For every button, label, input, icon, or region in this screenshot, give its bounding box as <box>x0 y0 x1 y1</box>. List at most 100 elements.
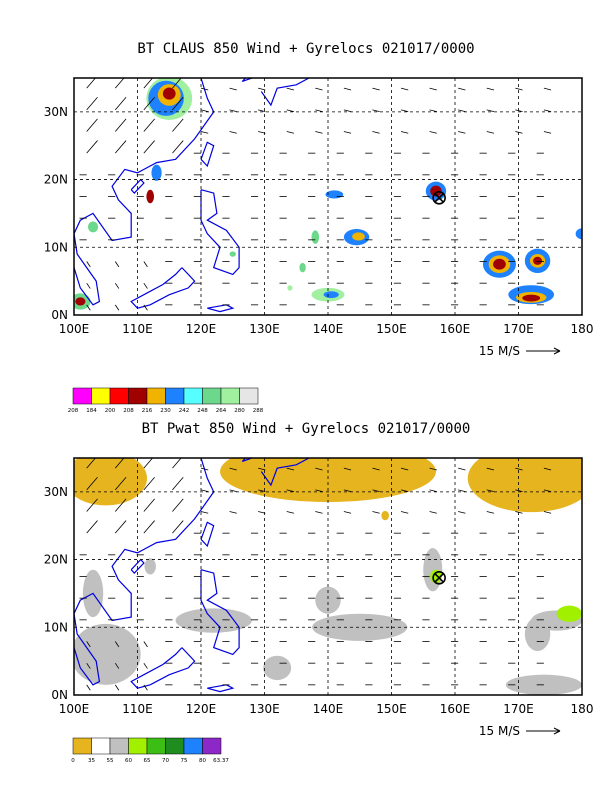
wind-vector <box>114 520 127 534</box>
wind-vector <box>143 641 148 648</box>
wind-vector <box>86 684 91 691</box>
wind-vector <box>543 467 552 471</box>
wind-vector <box>458 109 466 113</box>
wind-vector <box>315 87 323 91</box>
wind-vector <box>86 520 98 534</box>
wind-vector <box>86 641 91 648</box>
wind-vector <box>200 467 209 471</box>
wind-vector <box>114 304 120 311</box>
gyre-marker-cross <box>434 573 444 583</box>
shaded-area <box>315 586 341 614</box>
wind-vector <box>143 140 155 154</box>
colorbar-swatch <box>109 387 129 405</box>
shaded-area <box>229 251 236 257</box>
wind-vector <box>286 489 295 493</box>
shaded-area <box>575 228 582 240</box>
wind-vector <box>458 489 466 493</box>
wind-vector <box>486 131 495 134</box>
y-tick-label: 30N <box>44 485 68 499</box>
colorbar-label: 288 <box>253 408 264 414</box>
shaded-area <box>312 613 408 641</box>
wind-vector <box>114 684 120 691</box>
x-tick-label: 130E <box>249 322 280 336</box>
wind-vector <box>172 78 182 89</box>
wind-vector <box>372 511 380 514</box>
shaded-area <box>556 605 582 622</box>
gyre-marker-cross <box>434 193 444 203</box>
shaded-area <box>144 558 156 575</box>
wind-vector <box>143 498 155 512</box>
wind-vector <box>343 467 352 471</box>
wind-vector <box>86 118 98 132</box>
wind-vector <box>172 140 184 154</box>
wind-vector <box>515 489 523 493</box>
wind-vector <box>458 87 466 91</box>
colorbar-swatch <box>183 387 203 405</box>
wind-vector <box>86 662 91 669</box>
wind-vector <box>143 684 148 691</box>
wind-vector <box>229 467 237 471</box>
x-tick-label: 150E <box>376 702 407 716</box>
colorbar-label: 184 <box>86 408 97 414</box>
reference-vector-arrowhead <box>553 347 561 355</box>
wind-vector <box>258 467 266 471</box>
coastline <box>260 458 310 487</box>
wind-vector <box>143 304 148 311</box>
wind-vector <box>86 140 98 154</box>
wind-vector <box>315 511 323 514</box>
wind-vector <box>229 489 237 493</box>
x-tick-label: 160E <box>440 702 471 716</box>
wind-vector <box>515 109 523 113</box>
gyre-marker <box>432 571 446 585</box>
wind-vector <box>458 131 466 134</box>
coastline <box>74 458 215 686</box>
shaded-area <box>263 655 292 681</box>
chart-panel-0: 100E 110E 120E 130E 140E 150E 160E 170E 180 0N 10N… <box>44 77 593 414</box>
wind-vector <box>343 489 352 493</box>
wind-vector <box>86 261 91 268</box>
wind-vector <box>343 131 352 134</box>
colorbar-swatch <box>91 387 111 405</box>
x-tick-label: 110E <box>122 322 153 336</box>
colorbar-swatch <box>91 737 111 755</box>
wind-vector <box>143 282 148 289</box>
colorbar-label: 70 <box>162 758 169 764</box>
colorbar-swatch <box>183 737 203 755</box>
colorbar-label: 0 <box>71 758 75 764</box>
x-tick-label: 120E <box>186 702 217 716</box>
reference-vector-arrowhead <box>553 727 561 735</box>
wind-vector <box>486 489 495 493</box>
colorbar-swatch <box>128 387 148 405</box>
x-tick-label: 100E <box>59 322 90 336</box>
wind-vector <box>86 78 96 89</box>
wind-vector <box>114 476 127 491</box>
shaded-area <box>75 297 86 306</box>
plot-area <box>74 458 582 695</box>
wind-vector <box>143 261 148 268</box>
wind-vector <box>543 109 552 113</box>
shaded-area <box>467 458 582 513</box>
y-tick-label: 10N <box>44 240 68 254</box>
wind-vector <box>143 662 148 669</box>
wind-vector <box>86 458 96 469</box>
bottom-chart-title: BT Pwat 850 Wind + Gyrelocs 021017/0000 <box>141 421 471 437</box>
colorbar-label: 208 <box>68 408 79 414</box>
shaded-area <box>146 189 155 204</box>
wind-vector <box>458 511 466 514</box>
wind-vector <box>429 87 437 91</box>
colorbar-swatch <box>72 737 92 755</box>
colorbar-swatch <box>165 737 185 755</box>
wind-vector <box>86 498 98 512</box>
wind-vector <box>143 118 155 132</box>
wind-vector <box>515 511 523 514</box>
wind-vector <box>114 282 120 289</box>
wind-vector <box>343 109 352 113</box>
wind-vector <box>458 467 466 471</box>
coastline <box>130 647 196 689</box>
colorbar-swatch <box>128 737 148 755</box>
wind-vector <box>258 87 266 91</box>
coastline <box>241 458 253 462</box>
shaded-area <box>220 458 436 503</box>
wind-vector <box>286 467 295 471</box>
x-tick-label: 170E <box>503 322 534 336</box>
